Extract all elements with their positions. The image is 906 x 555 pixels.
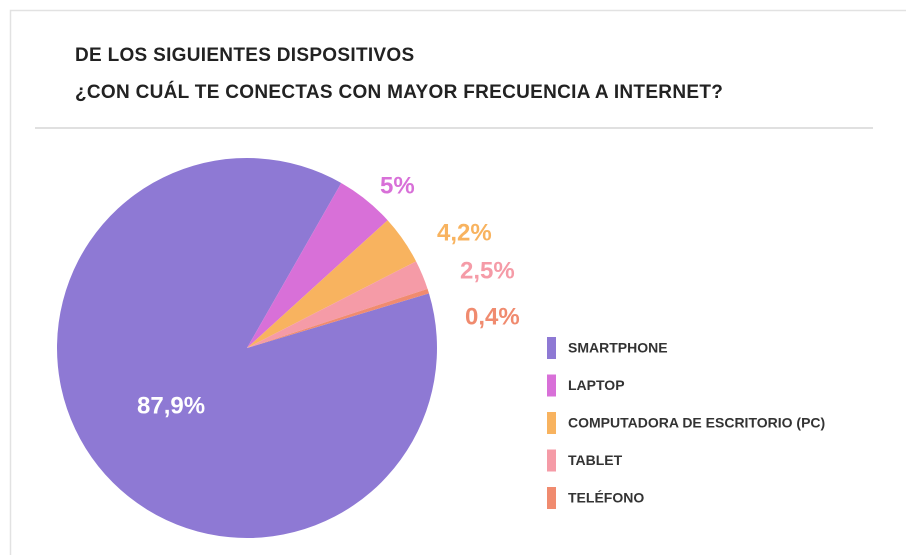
value-label: 87,9%: [137, 392, 205, 419]
legend-swatch: [547, 412, 556, 434]
legend-label: COMPUTADORA DE ESCRITORIO (PC): [568, 415, 825, 431]
pie-slice: [56, 157, 437, 538]
legend-swatch: [547, 337, 556, 359]
value-label: 2,5%: [460, 257, 515, 284]
legend-label: TABLET: [568, 452, 623, 468]
legend-label: LAPTOP: [568, 377, 625, 393]
legend-label: TELÉFONO: [568, 490, 644, 506]
chart-title: ¿CON CUÁL TE CONECTAS CON MAYOR FRECUENC…: [75, 81, 723, 103]
legend-swatch: [547, 449, 556, 472]
pie-slice: [247, 288, 429, 348]
pie-slice: [247, 261, 428, 348]
value-label: 4,2%: [437, 219, 492, 246]
legend-label: SMARTPHONE: [568, 340, 668, 356]
value-label: 0,4%: [465, 303, 520, 330]
pie-slice: [247, 220, 417, 348]
chart-title: DE LOS SIGUIENTES DISPOSITIVOS: [75, 45, 414, 66]
pie-slice: [247, 183, 388, 348]
value-label: 5%: [380, 172, 415, 199]
legend-swatch: [547, 487, 556, 509]
legend-swatch: [547, 374, 556, 397]
